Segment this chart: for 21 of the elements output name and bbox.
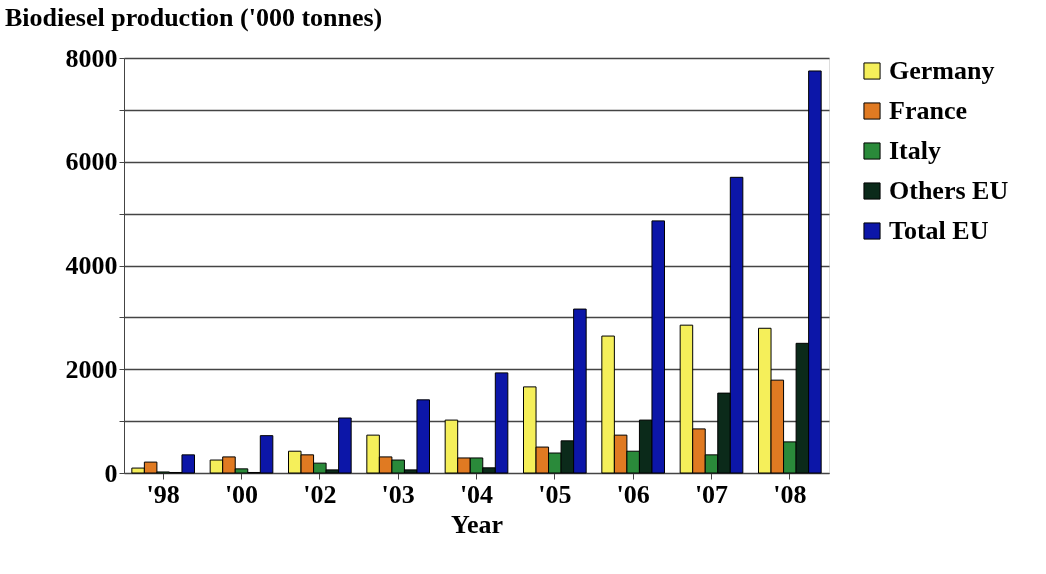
- x-tick-label: '05: [538, 479, 572, 509]
- legend-label: Total EU: [889, 216, 989, 245]
- x-tick-label: '02: [303, 479, 337, 509]
- x-tick-label: '08: [773, 479, 807, 509]
- y-tick-label: 8000: [65, 43, 118, 73]
- legend-label: Italy: [889, 136, 941, 165]
- x-tick-label: '00: [224, 479, 259, 509]
- chart-title: Biodiesel production ('000 tonnes): [5, 3, 383, 32]
- x-axis-title: Year: [451, 509, 503, 539]
- x-tick-label: '98: [146, 479, 180, 509]
- y-tick-label: 2000: [65, 354, 118, 384]
- legend-label: France: [889, 96, 967, 125]
- y-tick-label: 0: [104, 458, 118, 488]
- x-tick-label: '04: [459, 479, 494, 509]
- y-tick-label: 6000: [65, 147, 118, 177]
- legend-label: Germany: [889, 56, 995, 85]
- x-tick-label: '03: [381, 479, 415, 509]
- y-tick-label: 4000: [65, 251, 118, 280]
- x-tick-label: '07: [694, 479, 729, 509]
- x-tick-label: '06: [616, 479, 650, 509]
- legend-label: Others EU: [889, 176, 1009, 205]
